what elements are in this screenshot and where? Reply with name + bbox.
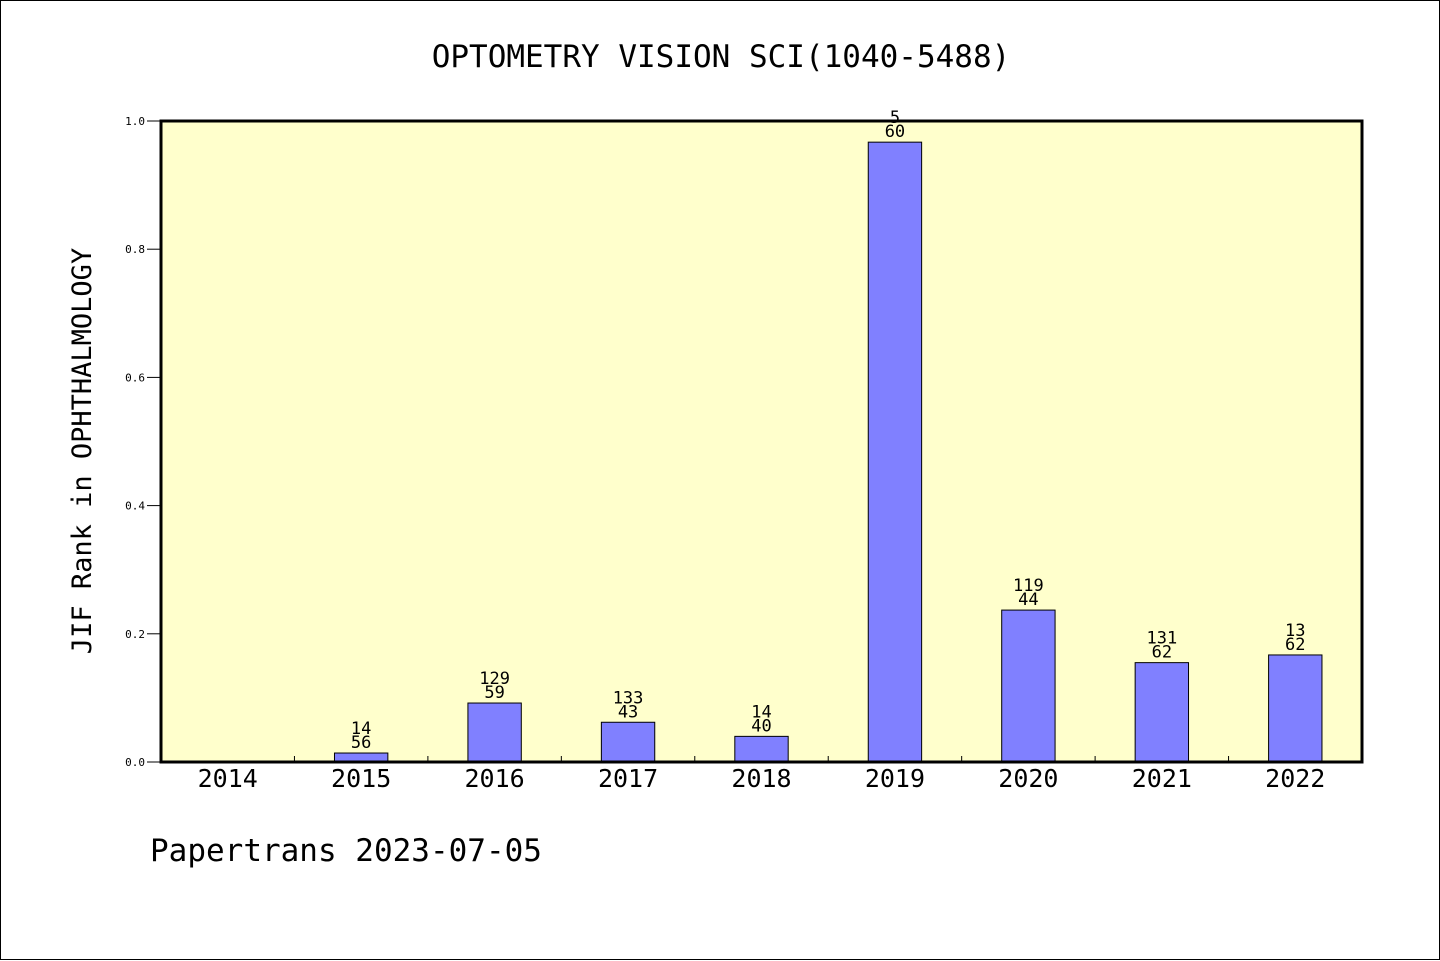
x-tick-label: 2022	[1265, 764, 1325, 793]
bar-label-bottom: 40	[751, 716, 771, 736]
bar	[867, 141, 923, 763]
bar	[1134, 662, 1190, 763]
bar-label-top: 5	[890, 108, 900, 128]
plot-border	[159, 119, 1364, 764]
bar	[1001, 609, 1056, 763]
footer-credit: Papertrans 2023-07-05	[150, 833, 542, 869]
bar-label-top: 131	[1146, 629, 1177, 649]
bar-label-top: 14	[351, 719, 371, 739]
chart-marks: 0.00.20.40.60.81.02014145620151295920161…	[125, 108, 1325, 793]
y-tick-label: 0.6	[125, 371, 145, 384]
bar-label-bottom: 62	[1285, 635, 1305, 655]
plot-area	[161, 121, 1362, 762]
y-tick-label: 0.2	[125, 628, 145, 641]
bar-label-top: 14	[751, 702, 771, 722]
y-tick-label: 1.0	[125, 115, 145, 128]
bar-label-bottom: 59	[484, 683, 504, 703]
chart-title: OPTOMETRY VISION SCI(1040-5488)	[432, 39, 1011, 75]
bar-label-top: 13	[1285, 621, 1305, 641]
bar	[1268, 654, 1323, 763]
bar	[467, 702, 522, 763]
bar-label-top: 129	[479, 669, 510, 689]
x-tick-label: 2019	[865, 764, 925, 793]
x-tick-label: 2016	[465, 764, 525, 793]
y-axis-label: JIF Rank in OPHTHALMOLOGY	[67, 248, 98, 654]
x-tick-label: 2015	[331, 764, 391, 793]
x-tick-label: 2021	[1132, 764, 1192, 793]
bar-label-top: 133	[613, 688, 644, 708]
x-tick-label: 2017	[598, 764, 658, 793]
x-tick-label: 2018	[731, 764, 791, 793]
bar-label-bottom: 44	[1018, 590, 1038, 610]
bar-label-top: 119	[1013, 576, 1044, 596]
x-tick-label: 2020	[998, 764, 1058, 793]
y-tick-label: 0.0	[125, 756, 145, 769]
x-tick-label: 2014	[198, 764, 258, 793]
y-tick-label: 0.4	[125, 500, 145, 513]
bar-label-bottom: 56	[351, 733, 371, 753]
bar	[734, 735, 789, 763]
bar-label-bottom: 43	[618, 702, 638, 722]
bar-label-bottom: 60	[885, 122, 905, 142]
y-tick-label: 0.8	[125, 243, 145, 256]
bar	[600, 721, 656, 763]
bar-label-bottom: 62	[1152, 643, 1172, 663]
